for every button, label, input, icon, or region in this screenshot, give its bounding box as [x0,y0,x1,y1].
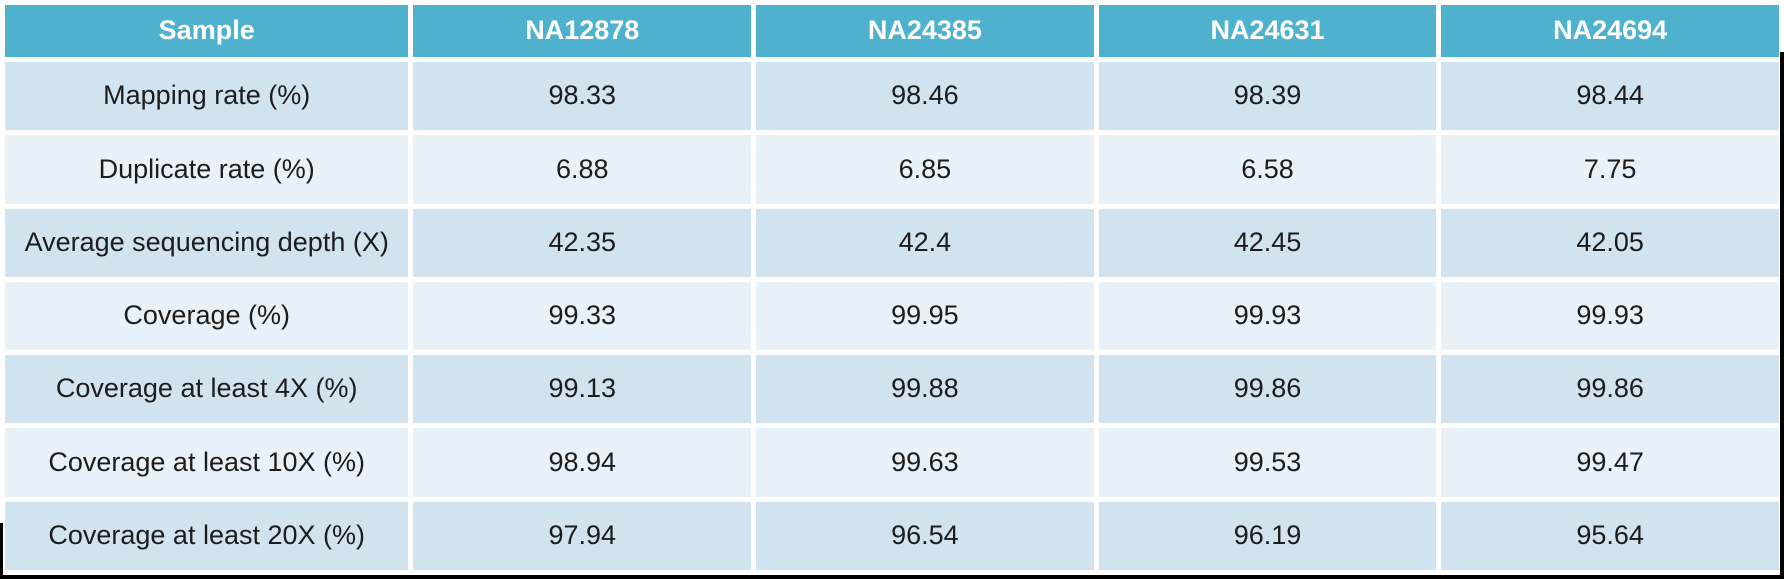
column-header-na24694: NA24694 [1441,5,1779,57]
row-label: Duplicate rate (%) [5,135,409,204]
cell-value: 98.33 [413,62,752,131]
cell-value: 98.94 [413,428,752,497]
table-row-coverage-4x: Coverage at least 4X (%) 99.13 99.88 99.… [5,355,1779,424]
cell-value: 99.93 [1098,281,1437,351]
cell-value: 7.75 [1441,135,1779,204]
table-row-mapping-rate: Mapping rate (%) 98.33 98.46 98.39 98.44 [5,62,1779,131]
column-header-na24631: NA24631 [1098,5,1437,57]
frame-border-left [0,523,3,579]
row-label: Coverage at least 4X (%) [5,355,409,424]
cell-value: 42.4 [756,208,1094,277]
cell-value: 6.58 [1098,135,1437,204]
cell-value: 6.85 [756,135,1094,204]
cell-value: 95.64 [1441,501,1779,570]
cell-value: 99.63 [756,428,1094,497]
table-row-average-depth: Average sequencing depth (X) 42.35 42.4 … [5,208,1779,277]
cell-value: 98.39 [1098,62,1437,131]
table-row-coverage: Coverage (%) 99.33 99.95 99.93 99.93 [5,281,1779,351]
row-label: Coverage at least 10X (%) [5,428,409,497]
row-label: Average sequencing depth (X) [5,208,409,277]
cell-value: 99.13 [413,355,752,424]
column-header-na24385: NA24385 [756,5,1094,57]
frame-border-right [1780,52,1784,579]
cell-value: 99.93 [1441,281,1779,351]
cell-value: 97.94 [413,501,752,570]
column-header-sample: Sample [5,5,409,57]
cell-value: 6.88 [413,135,752,204]
cell-value: 42.05 [1441,208,1779,277]
row-label: Mapping rate (%) [5,62,409,131]
column-header-na12878: NA12878 [413,5,752,57]
cell-value: 99.95 [756,281,1094,351]
cell-value: 42.45 [1098,208,1437,277]
row-label: Coverage at least 20X (%) [5,501,409,570]
cell-value: 42.35 [413,208,752,277]
table-row-duplicate-rate: Duplicate rate (%) 6.88 6.85 6.58 7.75 [5,135,1779,204]
frame-border-bottom [0,575,1784,579]
cell-value: 99.86 [1098,355,1437,424]
cell-value: 98.44 [1441,62,1779,131]
cell-value: 99.86 [1441,355,1779,424]
cell-value: 96.54 [756,501,1094,570]
cell-value: 98.46 [756,62,1094,131]
row-label: Coverage (%) [5,281,409,351]
cell-value: 99.47 [1441,428,1779,497]
table-row-coverage-10x: Coverage at least 10X (%) 98.94 99.63 99… [5,428,1779,497]
cell-value: 99.53 [1098,428,1437,497]
header-row: Sample NA12878 NA24385 NA24631 NA24694 [5,5,1779,57]
cell-value: 99.33 [413,281,752,351]
cell-value: 99.88 [756,355,1094,424]
cell-value: 96.19 [1098,501,1437,570]
table-row-coverage-20x: Coverage at least 20X (%) 97.94 96.54 96… [5,501,1779,570]
